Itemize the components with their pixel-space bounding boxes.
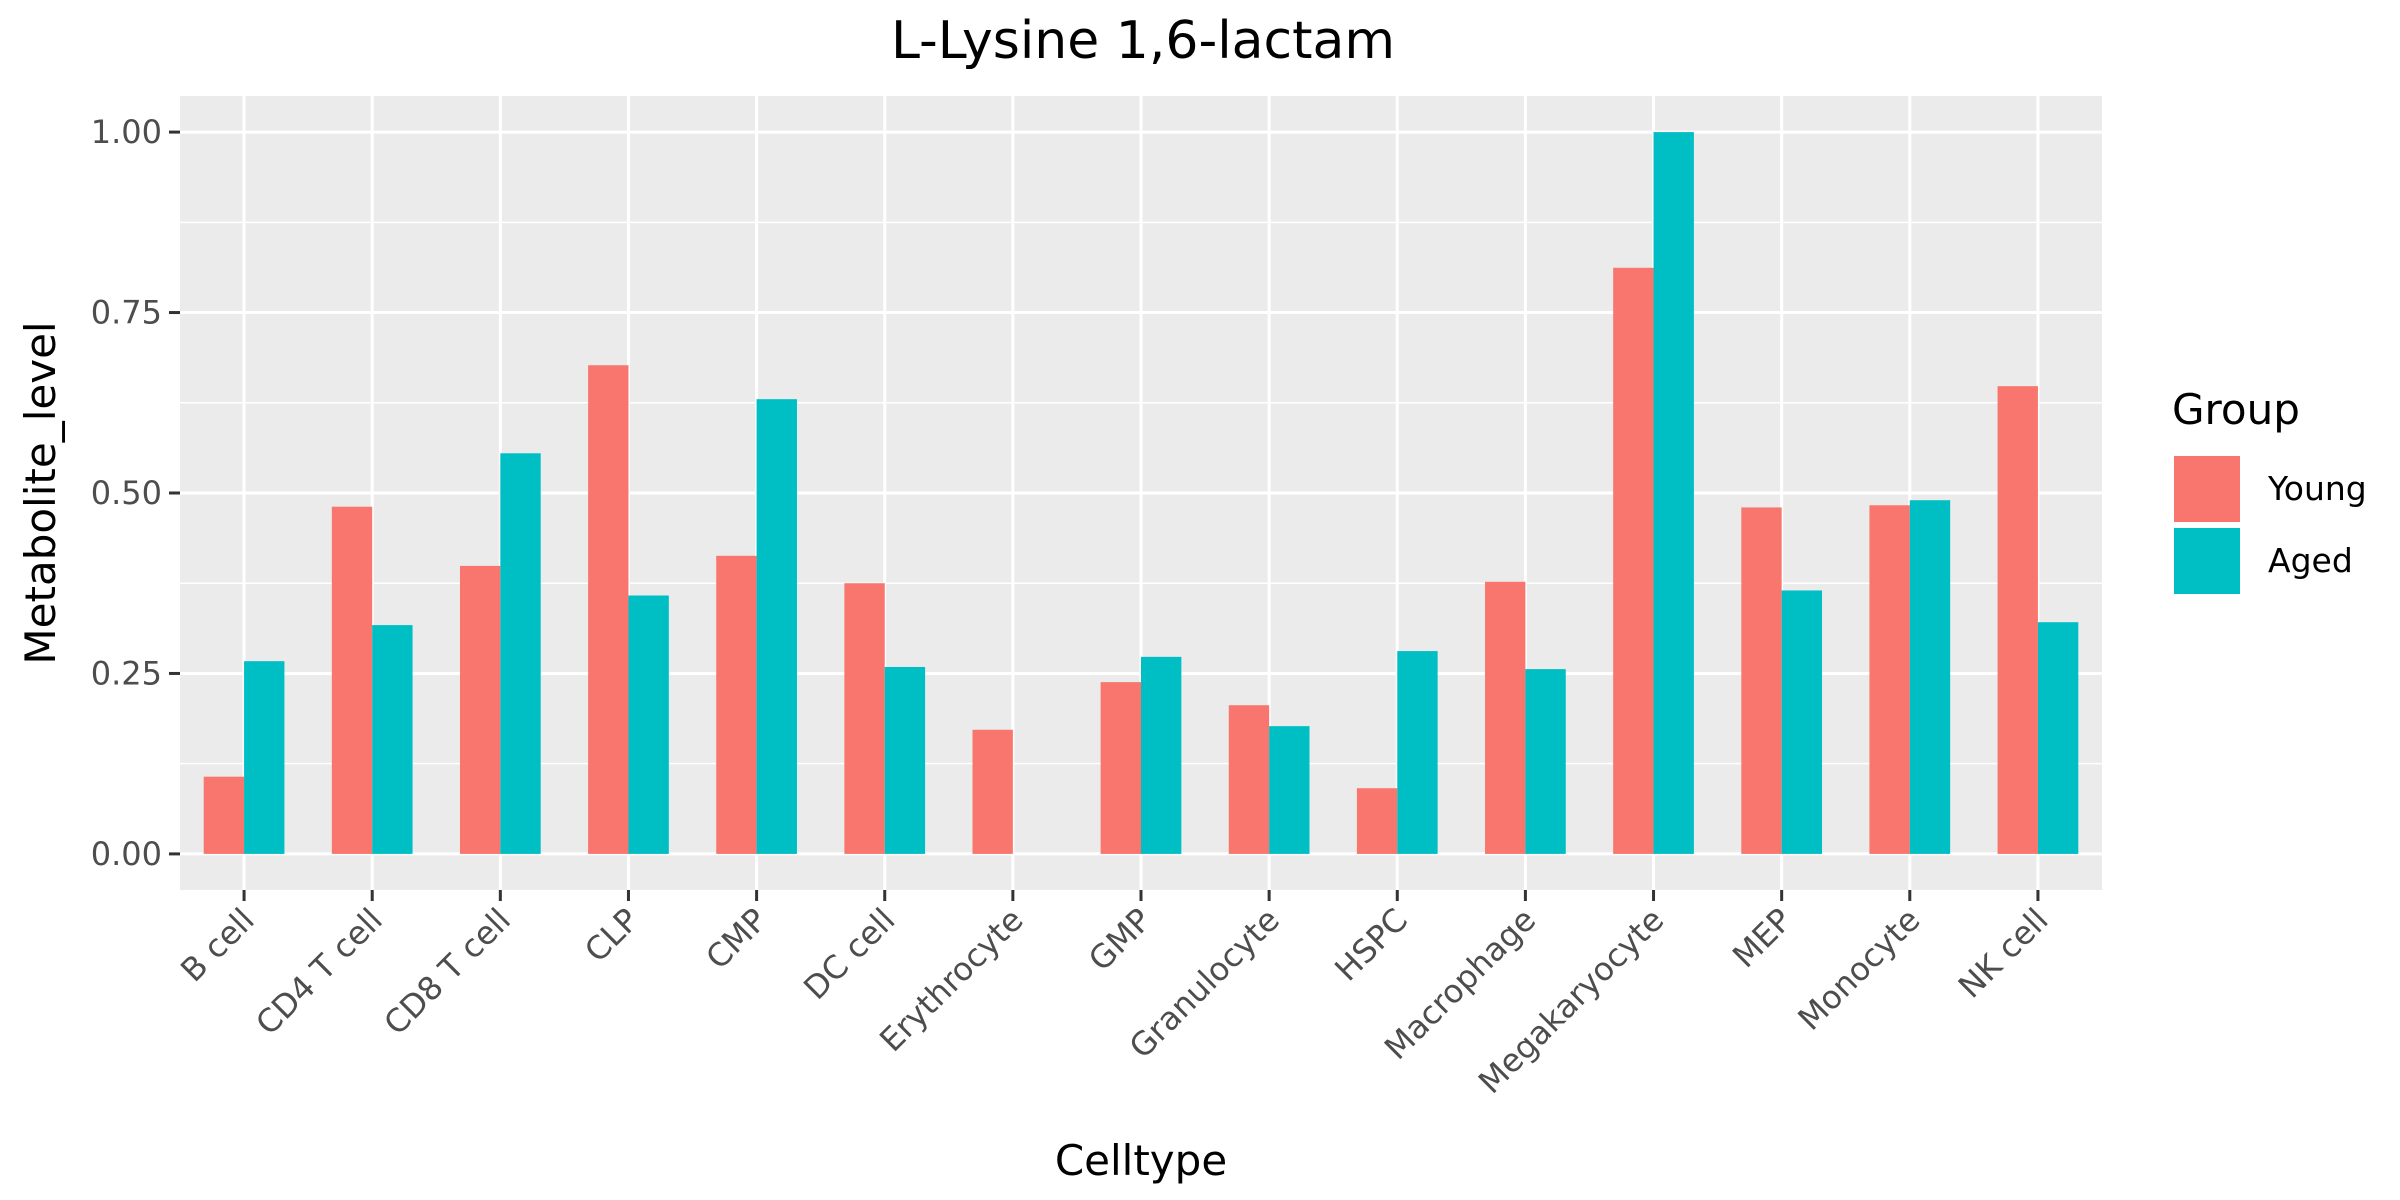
bar-aged-b-cell <box>244 661 285 854</box>
legend-key-young <box>2174 456 2240 522</box>
bar-young-cd8-t-cell <box>459 565 501 854</box>
bar-aged-cd8-t-cell <box>500 453 541 854</box>
y-axis-title: Metabolite_level <box>16 321 65 664</box>
x-axis-title: Celltype <box>1055 1136 1227 1185</box>
x-tick-label: CLP <box>577 901 646 970</box>
legend-label-young: Young <box>2267 469 2367 508</box>
x-tick-label: GMP <box>1081 901 1159 979</box>
y-tick-label: 1.00 <box>91 113 162 151</box>
bar-young-megakaryocyte <box>1613 267 1654 854</box>
x-tick-label: NK cell <box>1951 901 2056 1006</box>
x-tick-label: B cell <box>173 901 262 990</box>
bar-aged-granulocyte <box>1269 726 1310 854</box>
x-tick-label: CMP <box>698 901 774 977</box>
legend: Group Young Aged <box>2172 385 2367 594</box>
bar-aged-hspc <box>1397 651 1438 854</box>
x-tick-label: CD8 T cell <box>376 901 518 1043</box>
y-tick-label: 0.50 <box>91 474 162 512</box>
bar-young-granulocyte <box>1228 705 1270 854</box>
bars <box>203 132 2079 854</box>
bar-aged-clp <box>628 595 669 854</box>
bar-aged-nk-cell <box>2037 622 2079 854</box>
bar-young-cmp <box>716 555 757 854</box>
legend-key-aged <box>2174 528 2240 594</box>
bar-young-monocyte <box>1869 505 1910 854</box>
y-axis: 0.00 0.25 0.50 0.75 1.00 <box>91 113 180 873</box>
bar-young-nk-cell <box>1997 386 2038 854</box>
x-tick-label: HSPC <box>1327 901 1415 989</box>
bar-young-cd4-t-cell <box>331 506 373 854</box>
bar-aged-cmp <box>756 399 797 854</box>
bar-aged-macrophage <box>1525 669 1566 854</box>
bar-young-macrophage <box>1485 581 1526 854</box>
bar-young-b-cell <box>203 776 245 854</box>
x-tick-label: DC cell <box>796 901 902 1007</box>
bar-young-mep <box>1741 507 1782 854</box>
y-tick-label: 0.25 <box>91 654 162 692</box>
y-tick-label: 0.00 <box>91 835 162 873</box>
bar-aged-megakaryocyte <box>1653 132 1694 854</box>
bar-young-hspc <box>1356 788 1398 854</box>
bar-young-dc-cell <box>844 583 885 854</box>
bar-aged-monocyte <box>1909 500 1951 854</box>
bar-aged-gmp <box>1141 656 1182 854</box>
bar-young-erythrocyte <box>972 729 1013 854</box>
bar-young-clp <box>588 365 629 854</box>
bar-aged-cd4-t-cell <box>372 625 413 854</box>
bar-young-gmp <box>1100 682 1141 854</box>
y-tick-label: 0.75 <box>91 294 162 332</box>
chart-title: L-Lysine 1,6-lactam <box>891 11 1395 71</box>
legend-label-aged: Aged <box>2268 541 2353 580</box>
x-tick-label: CD4 T cell <box>248 901 390 1043</box>
legend-title: Group <box>2172 385 2300 434</box>
x-tick-label: MEP <box>1725 901 1799 975</box>
x-tick-label: Monocyte <box>1790 901 1927 1038</box>
bar-aged-dc-cell <box>884 666 926 854</box>
bar-aged-mep <box>1781 590 1823 854</box>
